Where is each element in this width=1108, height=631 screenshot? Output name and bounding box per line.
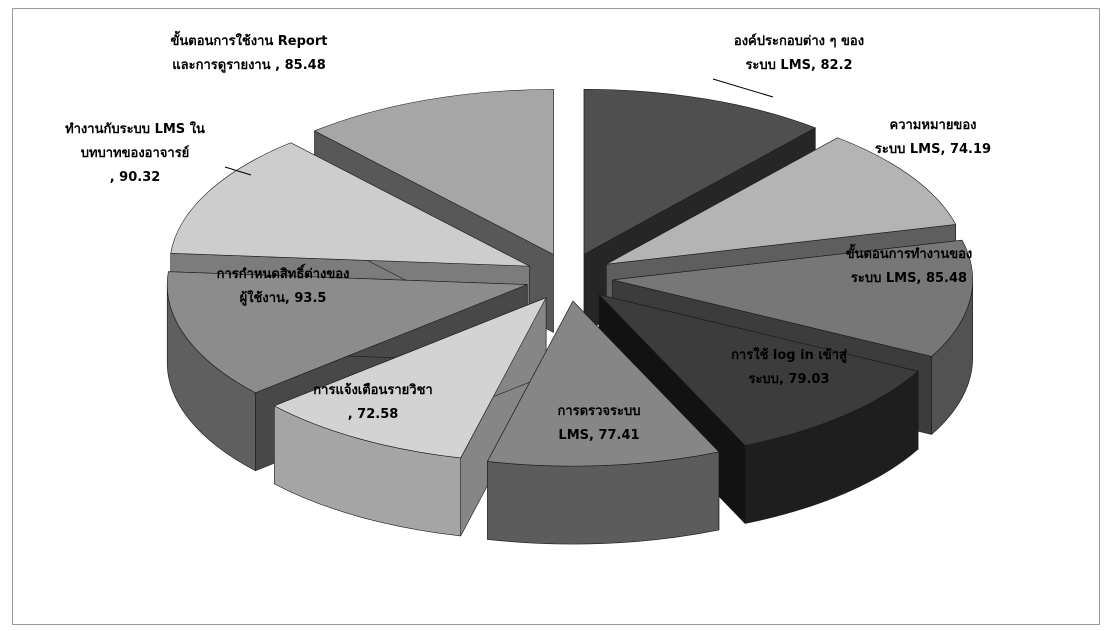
slice-label-line: การตรวจระบบ <box>558 404 641 419</box>
slice-label-line: ความหมายของ <box>890 118 977 133</box>
slice-label-line: , 72.58 <box>348 407 399 422</box>
slice-top <box>612 239 973 357</box>
slices-layer <box>166 88 973 545</box>
slice-top <box>314 89 554 255</box>
slice-top <box>166 271 528 394</box>
slice-label-line: ระบบ, 79.03 <box>748 372 829 387</box>
slice-label-line: การแจ้งเตือนรายวิชา <box>313 382 432 398</box>
slice-label-line: องค์ประกอบต่าง ๆ ของ <box>734 33 864 49</box>
slice-label-line: ระบบ LMS, 85.48 <box>851 271 967 286</box>
labels-layer: องค์ประกอบต่าง ๆ ของระบบ LMS, 82.2 ความหม… <box>65 30 991 443</box>
slice-label-line: บทบาทของอาจารย์ <box>81 145 190 161</box>
slice-label-line: ทำงานกับระบบ LMS ใน <box>65 120 205 137</box>
slice-label: ขั้นตอนการใช้งาน Report และการดูรายงาน , … <box>171 30 328 73</box>
slice-label-line: LMS, 77.41 <box>558 428 639 443</box>
chart-area: องค์ประกอบต่าง ๆ ของระบบ LMS, 82.2 ความหม… <box>12 8 1100 625</box>
slice-top <box>170 142 530 267</box>
slice-label-line: , 90.32 <box>110 170 161 185</box>
slice-label: ขั้นตอนการทำงานของระบบ LMS, 85.48 <box>846 243 973 286</box>
slice-label-line: ระบบ LMS, 82.2 <box>745 58 852 73</box>
slice-label-line: การกำหนดสิทธิ์ต่างของ <box>217 263 350 282</box>
slice-label: การแจ้งเตือนรายวิชา , 72.58 <box>313 382 432 422</box>
pie-chart: องค์ประกอบต่าง ๆ ของระบบ LMS, 82.2 ความหม… <box>65 30 991 545</box>
slice-top <box>487 300 720 467</box>
slice-label-line: ผู้ใช้งาน, 93.5 <box>240 289 327 306</box>
slice-label-line: ระบบ LMS, 74.19 <box>875 142 991 157</box>
pie-slice <box>487 300 720 545</box>
slice-top <box>274 297 547 459</box>
slice-label: การใช้ log in เข้าสู่ระบบ, 79.03 <box>731 346 847 387</box>
slice-label: การกำหนดสิทธิ์ต่างของผู้ใช้งาน, 93.5 <box>217 263 350 306</box>
slice-top <box>583 88 816 255</box>
label-leader-line <box>712 78 774 98</box>
slice-label: ทำงานกับระบบ LMS ในบทบาทของอาจารย์ , 90.3… <box>65 120 205 185</box>
slice-top <box>606 137 957 265</box>
slice-label-line: การใช้ log in เข้าสู่ <box>731 346 847 363</box>
slice-label-line: และการดูรายงาน , 85.48 <box>172 58 325 73</box>
slice-label-line: ขั้นตอนการใช้งาน Report <box>171 30 328 49</box>
label-leader-line <box>224 166 252 176</box>
slice-label: ความหมายของระบบ LMS, 74.19 <box>875 118 991 157</box>
slice-label: การตรวจระบบ LMS, 77.41 <box>558 404 641 443</box>
slice-label: องค์ประกอบต่าง ๆ ของระบบ LMS, 82.2 <box>734 33 864 73</box>
slice-label-line: ขั้นตอนการทำงานของ <box>846 243 973 262</box>
pie-slice <box>274 297 547 537</box>
slice-top <box>598 294 919 446</box>
